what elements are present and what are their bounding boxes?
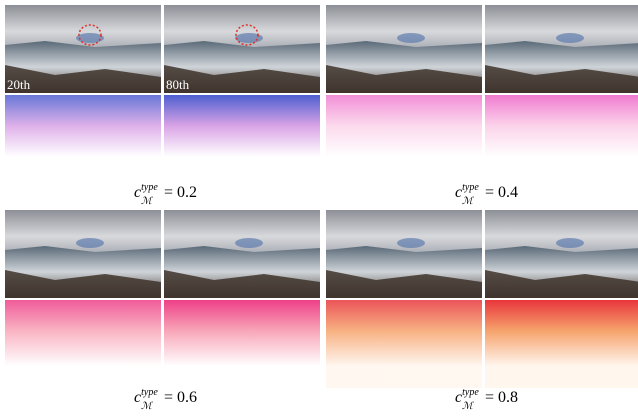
photo-sky-patch xyxy=(235,238,263,248)
caption-superscript: type xyxy=(141,387,158,398)
photo-sky-patch xyxy=(397,238,425,248)
photo-sky-patch xyxy=(76,238,104,248)
heatmap xyxy=(164,300,320,388)
heatmap xyxy=(164,95,320,183)
photo-sky-patch xyxy=(556,238,584,248)
heatmap xyxy=(485,95,638,183)
heatmap xyxy=(326,300,482,388)
caption-subscript: ℳ xyxy=(141,401,153,412)
figure: 20th80thctypeℳ= 0.2ctypeℳ= 0.4ctypeℳ= 0.… xyxy=(0,0,638,416)
heatmap xyxy=(485,300,638,388)
heatmap xyxy=(5,95,161,183)
image-label: 80th xyxy=(166,77,190,92)
caption-superscript: type xyxy=(141,182,158,193)
caption-subscript: ℳ xyxy=(141,196,153,207)
image-label: 20th xyxy=(7,77,31,92)
caption-text: = 0.6 xyxy=(164,389,197,406)
caption-subscript: ℳ xyxy=(462,196,474,207)
caption-text: = 0.2 xyxy=(164,184,197,201)
caption-text: = 0.4 xyxy=(485,184,518,201)
heatmap xyxy=(326,95,482,183)
photo-sky-patch xyxy=(556,33,584,43)
caption-text: = 0.8 xyxy=(485,389,518,406)
photo-sky-patch xyxy=(397,33,425,43)
caption-superscript: type xyxy=(462,182,479,193)
caption-superscript: type xyxy=(462,387,479,398)
heatmap xyxy=(5,300,161,388)
caption-subscript: ℳ xyxy=(462,401,474,412)
